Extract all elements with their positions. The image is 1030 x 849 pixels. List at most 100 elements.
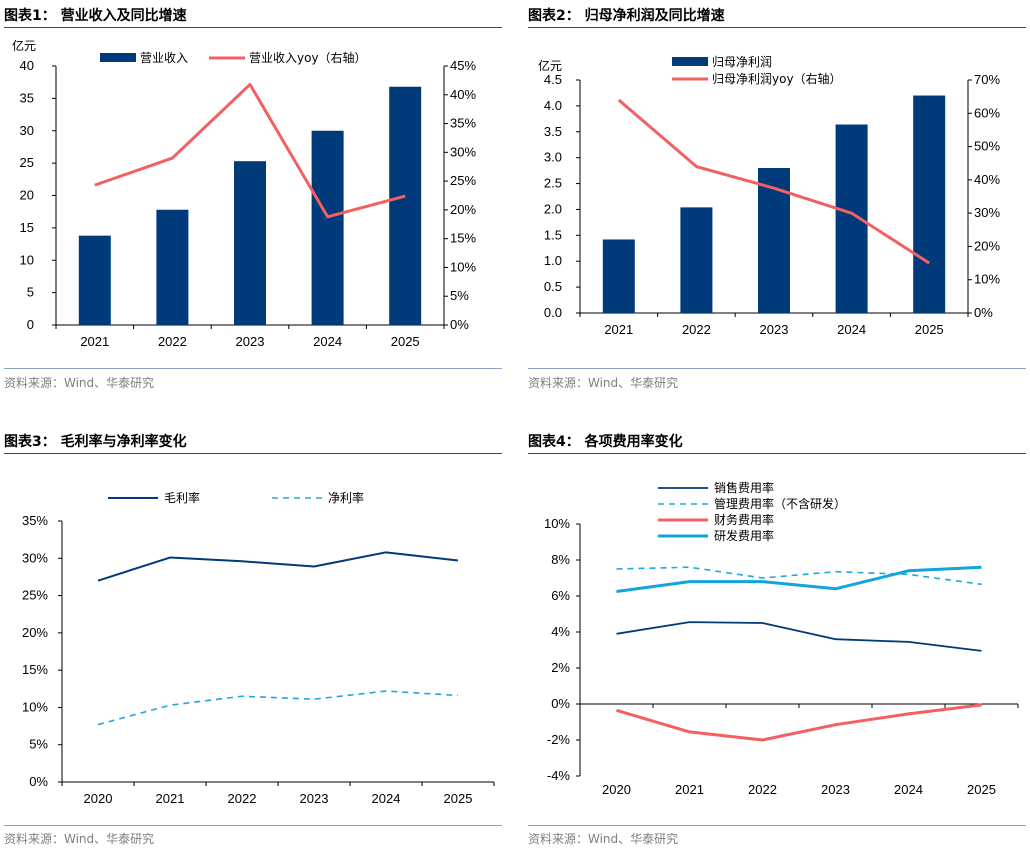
left-axis-tick-label: 0%	[551, 696, 570, 711]
right-axis-tick-label: 10%	[450, 259, 476, 274]
series-line	[97, 551, 459, 582]
left-axis-tick-label: 15	[20, 220, 34, 235]
chart-panel-net-profit: 图表2： 归母净利润及同比增速 亿元 0.0 0.5 1.0 1.5 2.0 2.5 3.0 3…	[528, 0, 1026, 400]
title-rule	[4, 27, 502, 28]
left-axis-tick-label: 40	[20, 58, 34, 73]
legend-label: 营业收入yoy（右轴）	[249, 50, 367, 65]
left-axis-tick-label: 6%	[551, 588, 570, 603]
series-line	[97, 690, 459, 726]
legend-label: 营业收入	[140, 51, 188, 65]
x-axis-tick-label: 2021	[604, 322, 633, 337]
left-axis-tick-label: 2.0	[544, 201, 562, 216]
y-axis-unit-label: 亿元	[12, 38, 36, 53]
x-axis-tick-label: 2022	[748, 782, 777, 797]
left-axis-tick-label: 30%	[22, 550, 48, 565]
source-rule	[4, 825, 502, 826]
left-axis-tick-label: 35%	[22, 513, 48, 528]
left-axis-tick-label: 0	[27, 317, 34, 332]
x-axis-tick-label: 2025	[391, 334, 420, 349]
source-rule	[528, 368, 1026, 369]
source-note: 资料来源：Wind、华泰研究	[4, 832, 155, 846]
chart-panel-expense-ratios: 图表4： 各项费用率变化 -4% -2% 0% 2% 4% 6% 8% 10% 2020 2021…	[528, 428, 1026, 849]
right-axis-tick-label: 45%	[450, 58, 476, 73]
chart-title: 图表4： 各项费用率变化	[528, 434, 683, 450]
bar	[758, 168, 790, 313]
left-axis-tick-label: 1.0	[544, 253, 562, 268]
x-axis-tick-label: 2022	[158, 334, 187, 349]
x-axis-tick-label: 2021	[156, 791, 185, 806]
bar	[311, 130, 344, 325]
left-axis-tick-label: 3.5	[544, 124, 562, 139]
legend-label: 归母净利润yoy（右轴）	[712, 71, 842, 86]
chart-panel-revenue: 图表1： 营业收入及同比增速 亿元 0 5 10 15 20 25 30 35 40 0% 5% 10%…	[4, 0, 502, 400]
right-axis-tick-label: 60%	[974, 105, 1000, 120]
legend-label: 归母净利润	[712, 55, 772, 69]
chart-title: 图表2： 归母净利润及同比增速	[528, 8, 725, 24]
right-axis-tick-label: 15%	[450, 231, 476, 246]
legend-label: 毛利率	[164, 490, 200, 505]
series-line	[616, 566, 982, 586]
left-axis-tick-label: 0.5	[544, 279, 562, 294]
x-axis-tick-label: 2025	[915, 322, 944, 337]
right-axis-tick-label: 35%	[450, 116, 476, 131]
x-axis-tick-label: 2022	[682, 322, 711, 337]
title-rule	[528, 27, 1026, 28]
right-axis-tick-label: 20%	[974, 238, 1000, 253]
left-axis-tick-label: 0.0	[544, 305, 562, 320]
x-axis-tick-label: 2025	[967, 782, 996, 797]
left-axis-tick-label: -2%	[547, 732, 571, 747]
x-axis-tick-label: 2024	[313, 334, 342, 349]
legend-label: 研发费用率	[714, 528, 774, 543]
x-axis-tick-label: 2022	[228, 791, 257, 806]
x-axis-tick-label: 2023	[760, 322, 789, 337]
left-axis-tick-label: -4%	[547, 768, 571, 783]
left-axis-tick-label: 8%	[551, 552, 570, 567]
right-axis-tick-label: 0%	[974, 305, 993, 320]
x-axis-tick-label: 2023	[821, 782, 850, 797]
left-axis-tick-label: 20	[20, 188, 34, 203]
x-axis-tick-label: 2024	[837, 322, 866, 337]
x-axis-tick-label: 2025	[444, 791, 473, 806]
left-axis-tick-label: 2%	[551, 660, 570, 675]
x-axis-tick-label: 2020	[84, 791, 113, 806]
legend-label: 管理费用率（不含研发）	[714, 496, 846, 511]
x-axis-tick-label: 2020	[602, 782, 631, 797]
left-axis-tick-label: 1.5	[544, 227, 562, 242]
x-axis-tick-label: 2023	[300, 791, 329, 806]
left-axis-tick-label: 15%	[22, 662, 48, 677]
left-axis-tick-label: 5	[27, 285, 34, 300]
title-rule	[4, 453, 502, 454]
legend-label: 净利率	[328, 490, 364, 505]
x-axis-tick-label: 2023	[236, 334, 265, 349]
bar	[680, 207, 713, 313]
margin-chart: 0% 5% 10% 15% 20% 25% 30% 35% 2020 2021 2022 2023 20…	[22, 490, 495, 806]
left-axis-tick-label: 5%	[29, 737, 48, 752]
right-axis-tick-label: 40%	[450, 87, 476, 102]
expense-ratio-chart: -4% -2% 0% 2% 4% 6% 8% 10% 2020 2021 2022 2023 2024 2…	[544, 480, 1019, 797]
series-line	[616, 565, 982, 593]
left-axis-tick-label: 35	[20, 90, 34, 105]
legend-bar-swatch	[672, 57, 708, 66]
bar	[602, 239, 635, 313]
left-axis-tick-label: 10	[20, 252, 34, 267]
left-axis-tick-label: 10%	[544, 516, 570, 531]
series-line	[616, 621, 982, 652]
left-axis-tick-label: 30	[20, 123, 34, 138]
chart-panel-margins: 图表3： 毛利率与净利率变化 0% 5% 10% 15% 20% 25% 30% 35% 202…	[4, 428, 502, 849]
chart-title: 图表1： 营业收入及同比增速	[4, 8, 187, 24]
series-line	[616, 703, 982, 742]
chart-title: 图表3： 毛利率与净利率变化	[4, 434, 187, 450]
left-axis-tick-label: 4.0	[544, 98, 562, 113]
right-axis-tick-label: 40%	[974, 172, 1000, 187]
legend-label: 财务费用率	[714, 512, 774, 527]
revenue-chart: 亿元05101520253035400%5%10%15%20%25%30%35%…	[12, 38, 476, 349]
legend-bar-swatch	[100, 53, 136, 62]
right-axis-tick-label: 50%	[974, 139, 1000, 154]
legend-label: 销售费用率	[714, 480, 774, 495]
title-rule	[528, 453, 1026, 454]
net-profit-chart: 亿元 0.0 0.5 1.0 1.5 2.0 2.5 3.0 3.5 4.0 4.5 0% 10% 20%…	[538, 55, 1000, 337]
x-axis-tick-label: 2021	[80, 334, 109, 349]
left-axis-tick-label: 25	[20, 155, 34, 170]
bar	[389, 86, 422, 325]
right-axis-tick-label: 5%	[450, 288, 469, 303]
